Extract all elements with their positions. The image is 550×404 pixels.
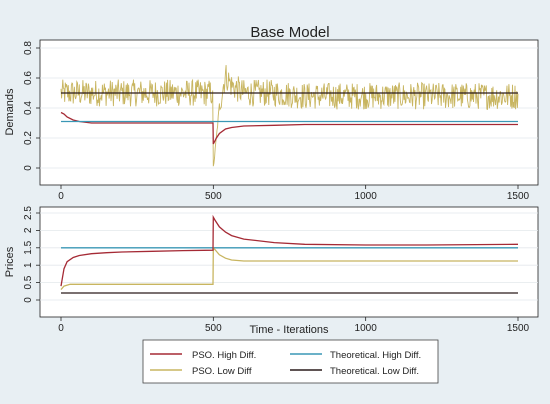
demands-y-tick-label: 0.4 <box>23 101 34 115</box>
legend-label-theoretical-high: Theoretical. High Diff. <box>330 350 421 361</box>
prices-x-tick-label: 1500 <box>507 323 530 334</box>
prices-y-tick-label: 1.5 <box>23 240 34 254</box>
prices-y-tick-label: 2.5 <box>23 206 34 220</box>
demands-frame <box>39 39 539 186</box>
x-axis-label: Time - Iterations <box>249 324 329 336</box>
prices-y-tick-label: 0 <box>23 297 34 303</box>
demands-x-tick-label: 0 <box>58 191 64 202</box>
prices-x-tick-label: 500 <box>205 323 222 334</box>
prices-y-axis-label: Prices <box>4 246 16 277</box>
chart-title: Base Model <box>250 24 329 41</box>
demands-panel: Base Model Demands 0 0.2 0.4 0.6 0.8 0 500 1000… <box>4 24 539 202</box>
prices-y-tick-label: 0.5 <box>23 275 34 289</box>
series-line-pso-low-diff <box>60 246 518 291</box>
demands-y-tick-label: 0 <box>23 165 34 171</box>
demands-y-axis-label: Demands <box>4 88 16 136</box>
prices-frame <box>39 206 539 318</box>
series-line-pso-high-diff <box>60 214 519 287</box>
demands-y-tick-label: 0.2 <box>23 131 34 145</box>
series-line-pso-low-diff <box>60 65 519 167</box>
demands-y-tick-label: 0.6 <box>23 71 34 85</box>
legend-label-pso-high: PSO. High Diff. <box>192 350 256 361</box>
prices-x-tick-label: 0 <box>58 323 64 334</box>
demands-x-tick-label: 1000 <box>355 191 378 202</box>
prices-y-tick-label: 1 <box>23 262 34 268</box>
prices-x-tick-label: 1000 <box>355 323 378 334</box>
series-line-pso-high-diff <box>60 111 518 145</box>
demands-y-tick-label: 0.8 <box>23 41 34 55</box>
demands-x-tick-label: 1500 <box>507 191 530 202</box>
demands-x-tick-label: 500 <box>205 191 222 202</box>
prices-y-tick-label: 2 <box>23 227 34 233</box>
legend-box <box>142 339 439 384</box>
legend: PSO. High Diff. Theoretical. High Diff. … <box>142 339 439 384</box>
prices-panel: Prices Time - Iterations 0 0.5 1 1.5 2 2.5 0 50… <box>4 206 539 336</box>
legend-label-pso-low: PSO. Low Diff <box>192 366 252 377</box>
legend-label-theoretical-low: Theoretical. Low Diff. <box>330 366 419 377</box>
